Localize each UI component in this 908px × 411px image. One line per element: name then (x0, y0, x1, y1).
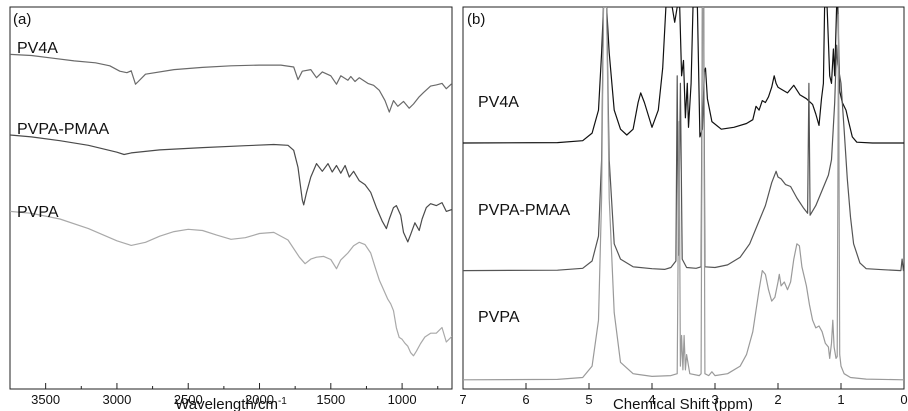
x-tick-label: 3 (711, 392, 718, 407)
panel-label-b: (b) (467, 11, 485, 28)
x-tick-label: 2 (774, 392, 781, 407)
x-tick-label: 6 (522, 392, 529, 407)
series-labels-b: PV4A PVPA-PMAA PVPA (478, 94, 571, 326)
x-tick-label: 3000 (102, 392, 131, 407)
curves-a (10, 53, 452, 357)
series-line-pvpa-pmaa (463, 7, 904, 272)
series-line-pvpa (463, 7, 904, 381)
series-label-pv4a: PV4A (17, 40, 58, 57)
series-line-pv4a (463, 7, 904, 144)
x-tick-label: 7 (459, 392, 466, 407)
x-tick-label: 1 (837, 392, 844, 407)
x-tick-label: 5 (585, 392, 592, 407)
ir-spectrum-panel: (a) PV4A PVPA-PMAA PVPA 3500 3000 2500 2000 15… (9, 6, 453, 411)
curves-b (463, 7, 904, 381)
plot-frame-b (462, 6, 905, 390)
x-tick-label: 3500 (31, 392, 60, 407)
x-tick-label: 2000 (245, 392, 274, 407)
x-axis-label-a: Wavelength/cm-1 (175, 396, 287, 411)
series-label-pvpa-pmaa: PVPA-PMAA (17, 121, 110, 138)
x-tick-label: 0 (900, 392, 907, 407)
series-line-pv4a (10, 53, 452, 113)
series-label-pv4a: PV4A (478, 94, 519, 111)
x-tick-label: 4 (648, 392, 655, 407)
x-ticks-b: 7 6 5 4 3 2 1 0 (459, 383, 908, 407)
panel-label-a: (a) (13, 11, 31, 28)
series-label-pvpa: PVPA (17, 204, 59, 221)
x-axis-unit-exponent: -1 (278, 396, 287, 407)
series-line-pvpa (10, 210, 452, 357)
x-tick-label: 2500 (174, 392, 203, 407)
x-tick-label: 1500 (316, 392, 345, 407)
series-line-pvpa-pmaa (10, 134, 452, 243)
nmr-spectrum-panel: (b) PV4A PVPA-PMAA PVPA 7 6 5 4 3 2 1 0 Chemical … (459, 6, 908, 411)
x-ticks-a: 3500 3000 2500 2000 1500 1000 (9, 383, 439, 407)
plot-frame-a (9, 6, 453, 390)
series-label-pvpa: PVPA (478, 309, 520, 326)
series-labels-a: PV4A PVPA-PMAA PVPA (17, 40, 110, 221)
x-axis-label-b: Chemical Shift (ppm) (613, 396, 753, 411)
x-tick-label: 1000 (388, 392, 417, 407)
series-label-pvpa-pmaa: PVPA-PMAA (478, 202, 571, 219)
